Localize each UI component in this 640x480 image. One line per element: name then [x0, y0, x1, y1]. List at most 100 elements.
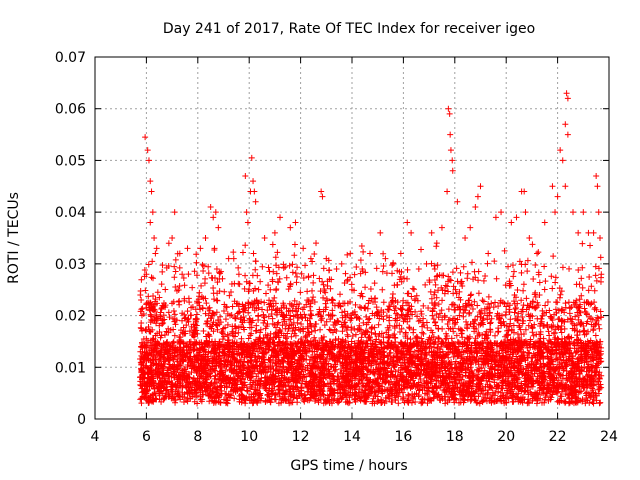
data-point — [316, 275, 323, 282]
data-point — [519, 385, 526, 392]
data-point — [172, 321, 179, 328]
data-point — [262, 290, 269, 297]
data-point — [592, 272, 599, 279]
data-point — [342, 270, 349, 277]
data-point — [424, 324, 431, 331]
data-point — [353, 264, 360, 271]
data-point — [398, 325, 405, 332]
data-point — [388, 270, 395, 277]
data-point — [257, 326, 264, 333]
data-point — [449, 269, 456, 276]
data-point — [394, 267, 401, 274]
data-point — [321, 322, 328, 329]
data-point — [578, 292, 585, 299]
data-point — [525, 322, 532, 329]
chart-title: Day 241 of 2017, Rate Of TEC Index for r… — [163, 21, 535, 37]
data-point — [510, 329, 517, 336]
data-point — [432, 319, 439, 326]
data-point — [458, 330, 465, 337]
data-point — [220, 345, 227, 352]
data-point — [537, 361, 544, 368]
data-point — [450, 283, 457, 290]
data-point — [520, 287, 527, 294]
data-point — [459, 334, 466, 341]
data-point — [228, 288, 235, 295]
data-point — [477, 390, 484, 397]
data-point — [397, 273, 404, 280]
data-point — [140, 335, 147, 342]
data-point — [374, 393, 381, 400]
data-point — [157, 309, 164, 316]
data-point — [286, 316, 293, 323]
data-point — [201, 280, 208, 287]
data-point — [510, 322, 517, 329]
data-point — [339, 328, 346, 335]
data-point — [467, 292, 474, 299]
data-point — [491, 258, 498, 265]
data-point — [413, 292, 420, 299]
data-point — [149, 258, 156, 265]
data-point — [377, 339, 384, 346]
data-point — [464, 275, 471, 282]
data-point — [532, 294, 539, 301]
data-point — [202, 310, 209, 317]
data-point — [221, 288, 228, 295]
data-point — [238, 335, 245, 342]
data-point — [275, 319, 282, 326]
data-point — [527, 317, 534, 324]
data-point — [460, 263, 467, 270]
data-point — [596, 325, 603, 332]
data-point — [199, 305, 206, 312]
data-point — [293, 279, 300, 286]
data-point — [460, 313, 467, 320]
data-point — [518, 297, 525, 304]
data-point — [466, 309, 473, 316]
data-point — [575, 266, 582, 273]
data-point — [210, 284, 217, 291]
data-point — [362, 269, 369, 276]
data-point — [179, 271, 186, 278]
data-point — [298, 320, 305, 327]
data-point — [597, 308, 604, 315]
data-point — [226, 292, 233, 299]
data-point — [171, 332, 178, 339]
data-point — [213, 297, 220, 304]
data-point — [176, 264, 183, 271]
data-point — [465, 335, 472, 342]
data-point — [199, 261, 206, 268]
data-point — [426, 277, 433, 284]
data-point — [176, 283, 183, 290]
data-point — [480, 277, 487, 284]
data-point — [591, 287, 598, 294]
data-point — [269, 276, 276, 283]
data-point — [490, 304, 497, 311]
data-point — [524, 268, 531, 275]
data-point — [541, 263, 548, 270]
data-point — [546, 307, 553, 314]
data-point — [493, 275, 500, 282]
data-point — [585, 287, 592, 294]
data-point — [478, 307, 485, 314]
data-point — [261, 299, 268, 306]
data-point — [438, 307, 445, 314]
data-point — [597, 399, 604, 406]
data-point — [312, 327, 319, 334]
data-point — [418, 246, 425, 253]
data-point — [596, 400, 603, 407]
data-point — [327, 285, 334, 292]
data-point — [409, 285, 416, 292]
data-point — [593, 277, 600, 284]
data-point — [203, 300, 210, 307]
data-point — [159, 262, 166, 269]
data-point — [272, 254, 279, 261]
data-point — [251, 307, 258, 314]
data-point — [530, 332, 537, 339]
data-point — [434, 262, 441, 269]
data-point — [439, 297, 446, 304]
data-point — [331, 368, 338, 375]
data-point — [555, 307, 562, 314]
data-point — [189, 284, 196, 291]
data-point — [180, 274, 187, 281]
data-point — [522, 326, 529, 333]
